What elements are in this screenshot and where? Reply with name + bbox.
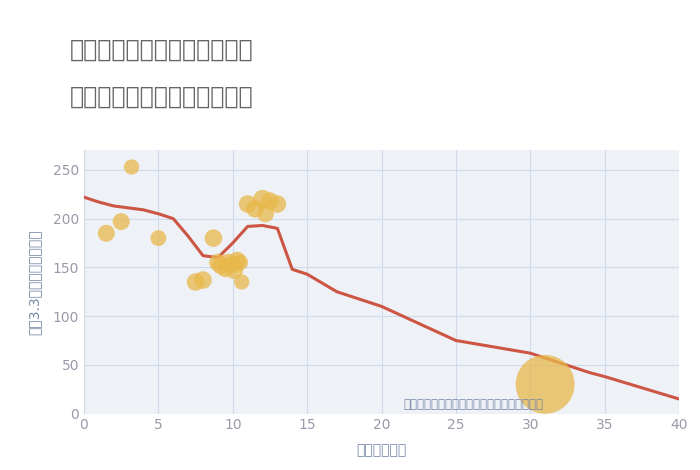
Point	[216, 262, 227, 269]
Point	[126, 163, 137, 171]
Text: 円の大きさは、取引のあった物件面積を示す: 円の大きさは、取引のあった物件面積を示す	[404, 398, 544, 411]
Point	[265, 197, 276, 205]
Point	[212, 259, 223, 266]
X-axis label: 築年数（年）: 築年数（年）	[356, 444, 407, 458]
Point	[101, 229, 112, 237]
Point	[116, 218, 127, 225]
Point	[223, 259, 234, 266]
Text: 兵庫県神戸市兵庫区羽坂通の: 兵庫県神戸市兵庫区羽坂通の	[70, 38, 253, 62]
Point	[232, 257, 243, 264]
Point	[260, 210, 271, 218]
Point	[540, 381, 551, 388]
Point	[249, 205, 260, 212]
Point	[208, 235, 219, 242]
Point	[272, 200, 283, 208]
Point	[220, 266, 231, 273]
Point	[236, 278, 247, 286]
Point	[227, 261, 238, 268]
Point	[234, 259, 246, 266]
Point	[197, 276, 209, 284]
Point	[257, 196, 268, 203]
Point	[229, 266, 240, 274]
Y-axis label: 坪（3.3㎡）単価（万円）: 坪（3.3㎡）単価（万円）	[28, 229, 42, 335]
Point	[190, 278, 201, 286]
Text: 築年数別中古マンション価格: 築年数別中古マンション価格	[70, 85, 253, 109]
Point	[153, 235, 164, 242]
Point	[242, 200, 253, 208]
